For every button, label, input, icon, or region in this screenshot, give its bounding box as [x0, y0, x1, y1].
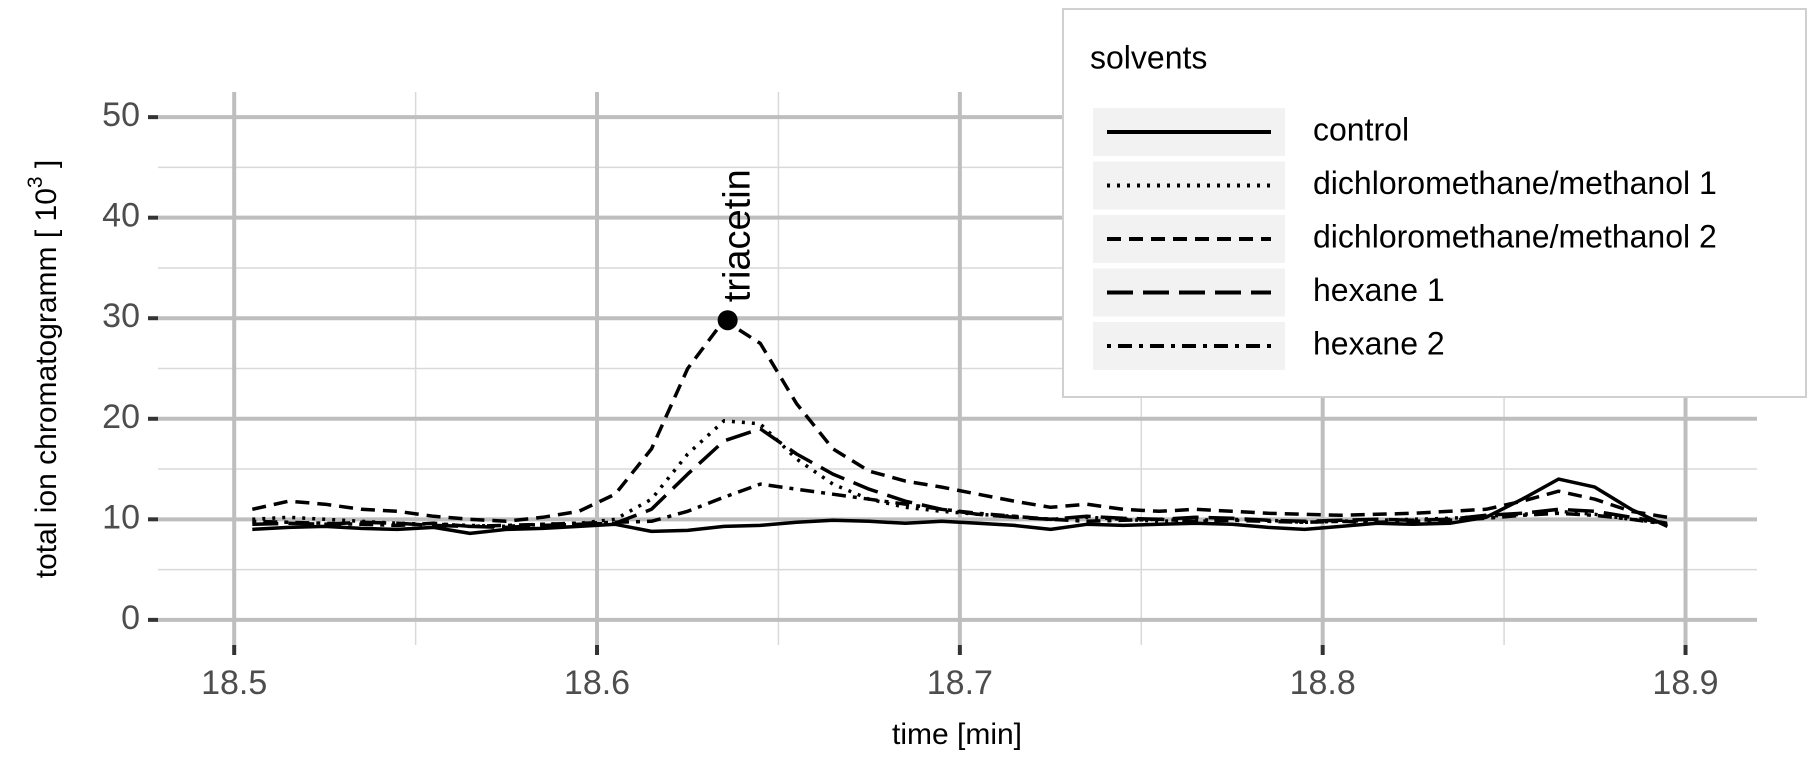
y-tick-label: 40	[102, 197, 140, 235]
series-line	[252, 482, 1668, 529]
x-tick-label: 18.5	[201, 664, 267, 702]
legend-label: control	[1313, 111, 1409, 147]
legend-key-bg	[1093, 215, 1285, 263]
x-tick-label: 18.9	[1652, 664, 1718, 702]
y-tick-label: 0	[121, 599, 140, 637]
legend-title: solvents	[1090, 39, 1207, 75]
legend-label: hexane 2	[1313, 325, 1445, 361]
legend: solvents control dichloromethane/methanol …	[1062, 8, 1807, 398]
x-tick-label: 18.8	[1290, 664, 1356, 702]
series-line	[251, 318, 1668, 524]
x-tick-label: 18.6	[564, 664, 630, 702]
y-tick-label: 50	[102, 96, 140, 134]
legend-label: hexane 1	[1313, 272, 1445, 308]
x-tick-label: 18.7	[927, 664, 993, 702]
y-axis-title: total ion chromatogramm [ 103 ]	[24, 160, 63, 579]
x-axis-title: time [min]	[892, 718, 1022, 751]
series-line	[252, 477, 1669, 536]
annotation-point	[717, 310, 738, 331]
y-axis-title-end: ]	[30, 160, 63, 177]
y-tick-label: 20	[102, 398, 140, 436]
legend-label: dichloromethane/methanol 2	[1313, 218, 1717, 254]
annotation-label: triacetin	[717, 169, 759, 302]
y-axis-title-exponent: 3	[24, 176, 47, 188]
legend-label: dichloromethane/methanol 1	[1313, 165, 1717, 201]
y-axis-title-main: total ion chromatogramm [ 10	[30, 188, 63, 578]
y-tick-label: 10	[102, 498, 140, 536]
y-tick-label: 30	[102, 297, 140, 335]
